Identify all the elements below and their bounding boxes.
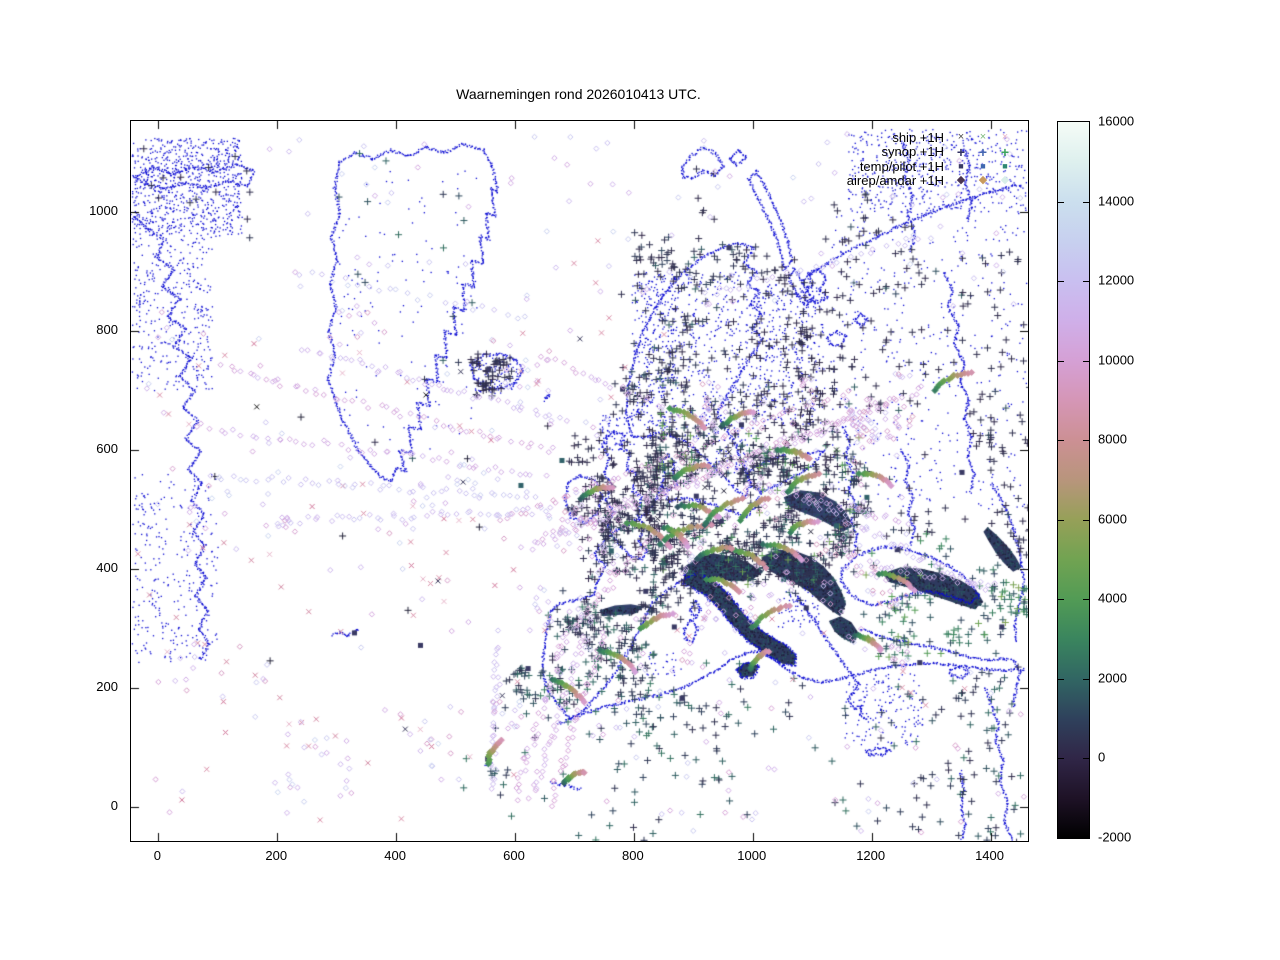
colorbar-tick — [1083, 440, 1089, 442]
colorbar-tick — [1058, 519, 1064, 521]
y-tick-label: 200 — [96, 678, 118, 694]
temp-pilot-marker-icon: ■ — [958, 160, 964, 171]
x-tick-label: 1000 — [737, 848, 767, 863]
temp-pilot-marker-icon: ■ — [980, 160, 986, 171]
legend-label-ship: ship +1H — [892, 129, 944, 145]
colorbar-tick — [1083, 519, 1089, 521]
colorbar-tick-label: 16000 — [1098, 113, 1135, 129]
colorbar-tick-label: 0 — [1098, 749, 1106, 765]
legend-label-airep-amdar: airep/amdar +1H — [846, 173, 944, 189]
colorbar-tick — [1058, 360, 1064, 362]
x-tick-label: 0 — [153, 848, 161, 863]
colorbar-tick — [1083, 360, 1089, 362]
ship-marker-icon: × — [979, 130, 987, 143]
colorbar-tick-label: 14000 — [1098, 193, 1135, 209]
colorbar-tick-label: 10000 — [1098, 352, 1135, 368]
y-tick-label: 1000 — [89, 202, 118, 218]
airep-amdar-marker-icon: ◆ — [1000, 174, 1010, 187]
temp-pilot-marker-icon: ■ — [1002, 160, 1008, 171]
synop-marker-icon: + — [1000, 143, 1010, 160]
x-tick-label: 1200 — [856, 848, 886, 863]
colorbar-tick — [1058, 201, 1064, 203]
synop-marker-icon: + — [956, 143, 966, 160]
colorbar-tick-label: 4000 — [1098, 590, 1127, 606]
legend-entry-synop: synop +1H + + + — [686, 143, 1016, 160]
colorbar-tick — [1058, 599, 1064, 601]
colorbar-tick — [1083, 758, 1089, 760]
map-canvas — [131, 121, 1028, 841]
colorbar-tick-label: 12000 — [1098, 272, 1135, 288]
y-tick-label: 800 — [96, 321, 118, 337]
colorbar — [1057, 121, 1090, 839]
page-title: Waarnemingen rond 2026010413 UTC. — [456, 86, 701, 102]
colorbar-tick — [1083, 201, 1089, 203]
colorbar-tick — [1083, 599, 1089, 601]
legend-entry-ship: ship +1H × × × — [686, 130, 1016, 145]
x-tick-label: 200 — [265, 848, 288, 863]
ship-marker-icon: × — [957, 130, 965, 143]
colorbar-tick — [1083, 281, 1089, 283]
y-tick-label: 600 — [96, 440, 118, 456]
y-tick-label: 0 — [110, 797, 118, 813]
x-tick-label: 400 — [384, 848, 406, 863]
airep-amdar-marker-icon: ◆ — [956, 174, 966, 187]
x-tick-label: 800 — [622, 848, 644, 863]
plot-area: ship +1H × × × synop +1H + + + temp/pilot +1H ■… — [130, 120, 1029, 842]
legend-entry-airep-amdar: airep/amdar +1H ◆ ◆ ◆ — [686, 173, 1016, 189]
legend: ship +1H × × × synop +1H + + + temp/pilot +1H ■… — [686, 130, 1016, 189]
colorbar-gradient — [1058, 122, 1089, 838]
y-tick-label: 400 — [96, 559, 118, 575]
colorbar-tick-label: 8000 — [1098, 431, 1127, 447]
colorbar-tick — [1058, 281, 1064, 283]
colorbar-tick — [1058, 678, 1064, 680]
x-tick-label: 600 — [503, 848, 525, 863]
ship-marker-icon: × — [1001, 130, 1009, 143]
colorbar-tick — [1058, 758, 1064, 760]
x-tick-label: 1400 — [975, 848, 1004, 863]
airep-amdar-marker-icon: ◆ — [978, 174, 988, 187]
colorbar-tick — [1058, 440, 1064, 442]
colorbar-tick — [1083, 678, 1089, 680]
colorbar-tick-label: -2000 — [1098, 829, 1132, 845]
colorbar-tick-label: 2000 — [1098, 670, 1127, 686]
synop-marker-icon: + — [978, 143, 988, 160]
legend-entry-temp-pilot: temp/pilot +1H ■ ■ ■ — [686, 159, 1016, 174]
legend-label-temp-pilot: temp/pilot +1H — [859, 158, 944, 174]
colorbar-tick-label: 6000 — [1098, 511, 1127, 527]
legend-label-synop: synop +1H — [881, 144, 944, 160]
